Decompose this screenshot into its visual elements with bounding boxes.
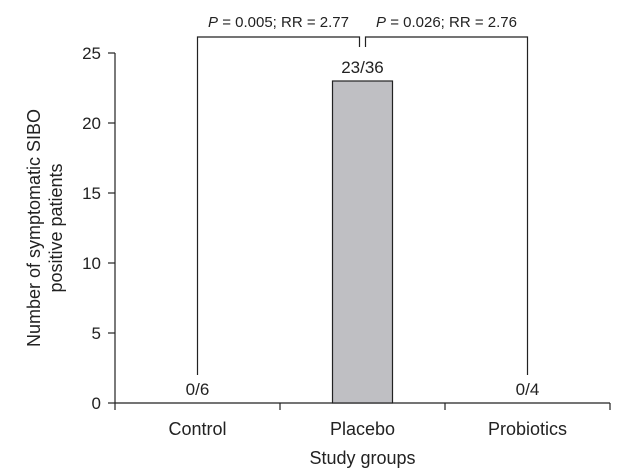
x-axis-title: Study groups xyxy=(309,448,415,468)
y-tick-label: 0 xyxy=(92,394,101,413)
y-tick-label: 15 xyxy=(82,184,101,203)
x-axis: Control Placebo Probiotics xyxy=(114,402,611,439)
significance-bracket-2 xyxy=(364,36,529,375)
data-label-placebo: 23/36 xyxy=(341,58,384,77)
x-tick-label-placebo: Placebo xyxy=(330,419,395,439)
significance-label-1: P = 0.005; RR = 2.77 xyxy=(208,14,349,31)
data-label-probiotics: 0/4 xyxy=(516,380,540,399)
y-tick-label: 20 xyxy=(82,114,101,133)
data-label-control: 0/6 xyxy=(186,380,210,399)
y-axis-title-line-2: positive patients xyxy=(46,163,66,292)
bar-placebo xyxy=(331,80,394,404)
y-tick-label: 10 xyxy=(82,254,101,273)
y-tick-label: 25 xyxy=(82,44,101,63)
x-tick-label-control: Control xyxy=(168,419,226,439)
y-tick-label: 5 xyxy=(92,324,101,343)
y-axis-title-line-1: Number of symptomatic SIBO xyxy=(24,109,44,347)
y-axis: 0 5 10 15 20 25 xyxy=(82,44,116,413)
x-tick-label-probiotics: Probiotics xyxy=(488,419,567,439)
significance-label-2: P = 0.026; RR = 2.76 xyxy=(376,14,517,31)
significance-bracket-1 xyxy=(196,36,361,375)
